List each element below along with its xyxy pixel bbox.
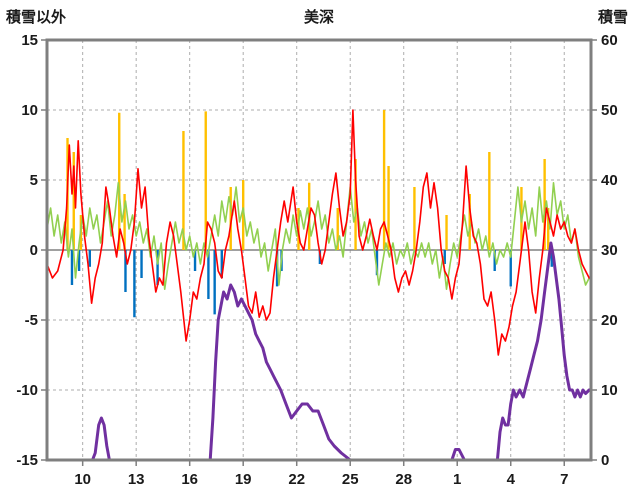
left-axis-tick-label: -10 xyxy=(16,382,38,399)
left-axis-tick-label: 15 xyxy=(21,32,38,49)
right-axis-tick-label: 40 xyxy=(601,172,618,189)
x-axis-tick-label: 28 xyxy=(395,471,412,488)
right-axis-tick-label: 20 xyxy=(601,312,618,329)
green-line xyxy=(46,182,591,291)
left-axis-tick-label: 5 xyxy=(30,172,38,189)
right-axis-tick-label: 10 xyxy=(601,382,618,399)
plot-frame xyxy=(45,38,593,462)
red-line xyxy=(46,109,591,356)
left-axis-tick-label: 0 xyxy=(30,242,38,259)
x-axis-tick-label: 4 xyxy=(507,471,516,488)
x-axis-tick-label: 7 xyxy=(560,471,568,488)
right-axis-tick-label: 60 xyxy=(601,32,618,49)
x-axis-tick-label: 22 xyxy=(288,471,305,488)
right-axis-tick-label: 0 xyxy=(601,452,609,469)
left-axis-title: 積雪以外 xyxy=(5,8,66,26)
right-axis-title: 積雪 xyxy=(597,8,628,26)
right-axis-tick-label: 50 xyxy=(601,102,618,119)
snow-depth-line xyxy=(45,241,591,462)
x-axis-tick-label: 16 xyxy=(181,471,198,488)
chart-title: 美深 xyxy=(304,8,334,26)
left-axis-tick-label: -5 xyxy=(25,312,38,329)
x-axis-tick-label: 1 xyxy=(453,471,461,488)
left-axis-tick-label: 10 xyxy=(21,102,38,119)
x-axis-tick-label: 25 xyxy=(342,471,359,488)
x-axis-tick-label: 19 xyxy=(235,471,252,488)
x-axis-tick-label: 13 xyxy=(128,471,145,488)
x-axis-tick-label: 10 xyxy=(74,471,91,488)
left-axis-tick-label: -15 xyxy=(16,452,38,469)
right-axis-tick-label: 30 xyxy=(601,242,618,259)
